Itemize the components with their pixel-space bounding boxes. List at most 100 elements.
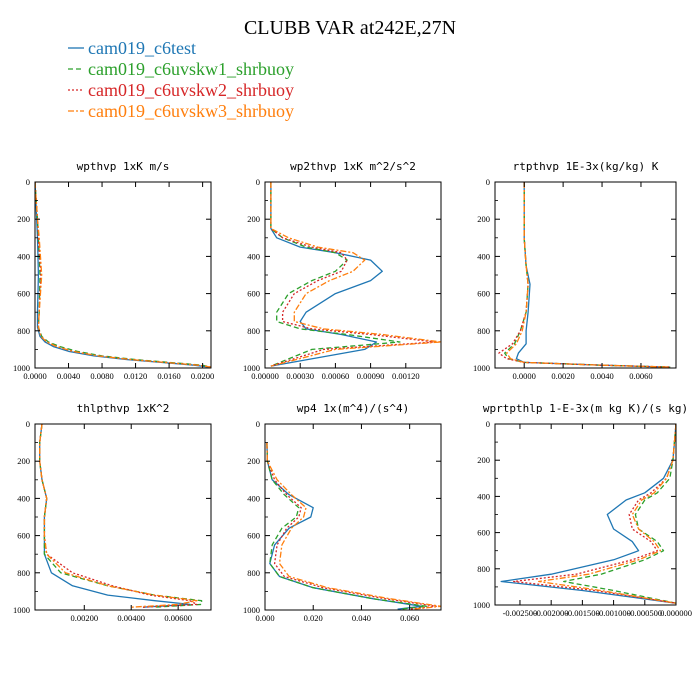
- x-tick-label: -0.002500: [503, 608, 538, 618]
- y-tick-label: 600: [477, 528, 490, 538]
- series-line: [35, 182, 210, 368]
- y-tick-label: 0: [26, 419, 30, 429]
- y-tick-label: 600: [17, 289, 30, 299]
- chart-panel: thlpthvp 1xK^2 0 200 400 600 800 1000 0.00200 0.…: [13, 402, 212, 623]
- x-tick-label: 0.0020: [551, 371, 574, 381]
- legend-entry: cam019_c6uvskw3_shrbuoy: [68, 101, 294, 121]
- legend-label: cam019_c6test: [88, 38, 196, 58]
- series-line: [515, 182, 671, 368]
- series-line: [270, 182, 436, 367]
- plot-frame: [264, 423, 442, 611]
- y-tick-label: 200: [477, 455, 490, 465]
- y-tick-label: 600: [17, 531, 30, 541]
- series-line: [270, 182, 441, 367]
- x-tick-label: 0.00030: [286, 371, 314, 381]
- y-tick-label: 200: [17, 456, 30, 466]
- y-tick-label: 800: [477, 326, 490, 336]
- x-tick-label: -0.000500: [627, 608, 662, 618]
- panel-title: wprtpthlp 1-E-3x(m kg K)/(s kg): [483, 402, 688, 415]
- y-tick-label: 200: [247, 214, 260, 224]
- series-line: [538, 424, 676, 604]
- y-tick-label: 800: [17, 326, 30, 336]
- legend-entry: cam019_c6test: [68, 38, 196, 58]
- y-tick-label: 1000: [243, 363, 260, 373]
- series-line: [39, 424, 191, 608]
- series-line: [266, 442, 423, 610]
- y-tick-label: 400: [247, 251, 260, 261]
- x-tick-label: 0.00000: [251, 371, 279, 381]
- x-tick-label: 0.0000: [23, 371, 46, 381]
- y-tick-label: 200: [477, 214, 490, 224]
- y-tick-label: 800: [247, 568, 260, 578]
- panel-title: wpthvp 1xK m/s: [77, 160, 170, 173]
- y-tick-label: 400: [17, 493, 30, 503]
- y-tick-label: 0: [256, 177, 260, 187]
- series-group: [266, 442, 441, 610]
- x-tick-label: -0.001000: [596, 608, 631, 618]
- chart-panel: wp2thvp 1xK m^2/s^2020040060080010000.00…: [243, 160, 442, 381]
- y-tick-label: 600: [247, 531, 260, 541]
- y-tick-label: 0: [26, 177, 30, 187]
- series-group: [270, 182, 441, 367]
- figure-title: CLUBB VAR at242E,27N: [244, 17, 456, 39]
- y-tick-label: 400: [477, 491, 490, 501]
- chart-panel: wprtpthlp 1-E-3x(m kg K)/(s kg) 0 200 400 60…: [473, 402, 692, 618]
- series-line: [513, 424, 676, 604]
- y-tick-label: 1000: [243, 605, 260, 615]
- series-line: [498, 182, 671, 368]
- x-tick-label: 0.00060: [322, 371, 350, 381]
- y-tick-label: 800: [17, 568, 30, 578]
- series-line: [504, 182, 671, 368]
- x-tick-label: 0.0080: [90, 371, 113, 381]
- series-line: [35, 182, 211, 368]
- y-tick-label: 800: [247, 326, 260, 336]
- legend-entry: cam019_c6uvskw2_shrbuoy: [68, 80, 294, 100]
- panel-title: thlpthvp 1xK^2: [77, 402, 170, 415]
- y-tick-label: 0: [486, 177, 490, 187]
- x-tick-label: 0.00400: [117, 613, 145, 623]
- series-line: [39, 424, 203, 608]
- y-tick-label: 400: [247, 493, 260, 503]
- series-group: [500, 424, 676, 604]
- x-tick-label: 0.000000: [660, 608, 692, 618]
- y-tick-label: 200: [17, 214, 30, 224]
- y-tick-label: 800: [477, 564, 490, 574]
- x-tick-label: 0.0040: [57, 371, 80, 381]
- series-group: [35, 182, 211, 368]
- legend: cam019_c6test cam019_c6uvskw1_shrbuoy ca…: [68, 38, 294, 121]
- series-line: [270, 182, 383, 367]
- legend-entry: cam019_c6uvskw1_shrbuoy: [68, 59, 294, 79]
- plot-frame: [34, 181, 212, 369]
- x-tick-label: 0.00090: [357, 371, 385, 381]
- x-tick-label: 0.0120: [124, 371, 147, 381]
- series-line: [266, 442, 428, 610]
- x-tick-label: -0.001500: [565, 608, 600, 618]
- y-tick-label: 400: [17, 251, 30, 261]
- panel-title: rtpthvp 1E-3x(kg/kg) K: [513, 160, 659, 173]
- series-line: [39, 424, 198, 608]
- x-tick-label: 0.0200: [191, 371, 214, 381]
- series-line: [266, 442, 441, 610]
- series-line: [270, 182, 401, 367]
- x-tick-label: 0.040: [352, 613, 371, 623]
- y-tick-label: 0: [486, 419, 490, 429]
- x-tick-label: 0.020: [304, 613, 323, 623]
- y-tick-label: 600: [247, 289, 260, 299]
- y-tick-label: 1000: [13, 605, 30, 615]
- series-line: [500, 424, 676, 604]
- series-line: [35, 182, 211, 368]
- legend-label: cam019_c6uvskw3_shrbuoy: [88, 101, 294, 121]
- y-tick-label: 1000: [13, 363, 30, 373]
- plot-frame: [494, 181, 677, 369]
- chart-panel: rtpthvp 1E-3x(kg/kg) K 0 200 400 600 800 1000 0…: [473, 160, 677, 381]
- x-tick-label: 0.0060: [629, 371, 652, 381]
- y-tick-label: 200: [247, 456, 260, 466]
- panel-title: wp2thvp 1xK m^2/s^2: [290, 160, 416, 173]
- y-tick-label: 1000: [473, 600, 490, 610]
- x-tick-label: 0.0000: [513, 371, 536, 381]
- series-group: [498, 182, 671, 368]
- x-tick-label: 0.0160: [157, 371, 180, 381]
